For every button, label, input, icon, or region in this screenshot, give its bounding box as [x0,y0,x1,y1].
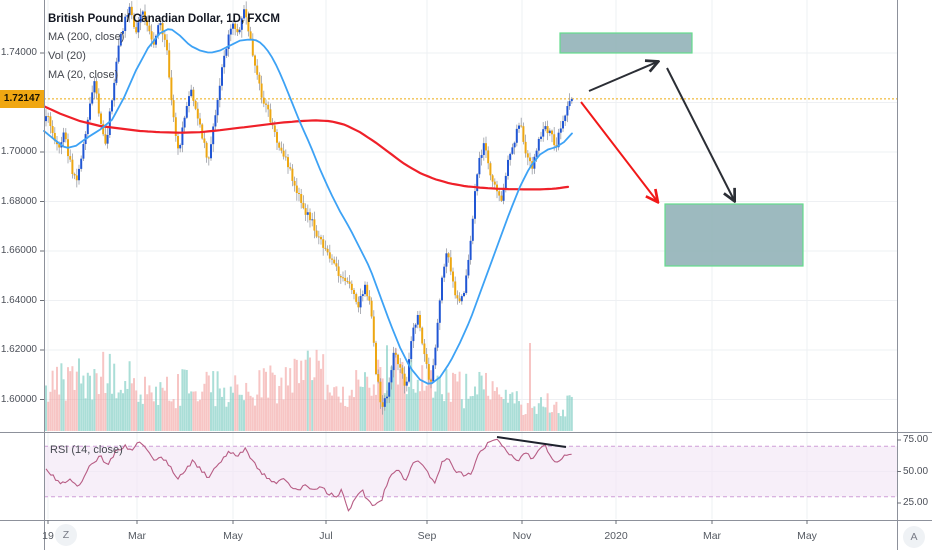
ma-20-line [43,28,573,385]
candles [45,1,573,415]
rsi-band [44,445,897,498]
target-zone-rect-1[interactable] [559,32,693,54]
trend-arrow-2[interactable] [666,67,734,200]
volume-bars [45,343,573,431]
moving-averages [42,28,573,385]
target-zone-rect-2[interactable] [664,203,804,267]
rsi-line [45,438,572,512]
rsi-plot [45,438,572,512]
trend-arrow-1[interactable] [588,62,657,92]
trend-arrow-3[interactable] [580,101,657,201]
auto-scale-button[interactable]: A [903,526,925,548]
ma-200-line [42,105,570,191]
timezone-button[interactable]: Z [55,524,77,546]
drawings[interactable] [496,32,804,448]
rsi-divergence-trendline[interactable] [496,436,567,448]
